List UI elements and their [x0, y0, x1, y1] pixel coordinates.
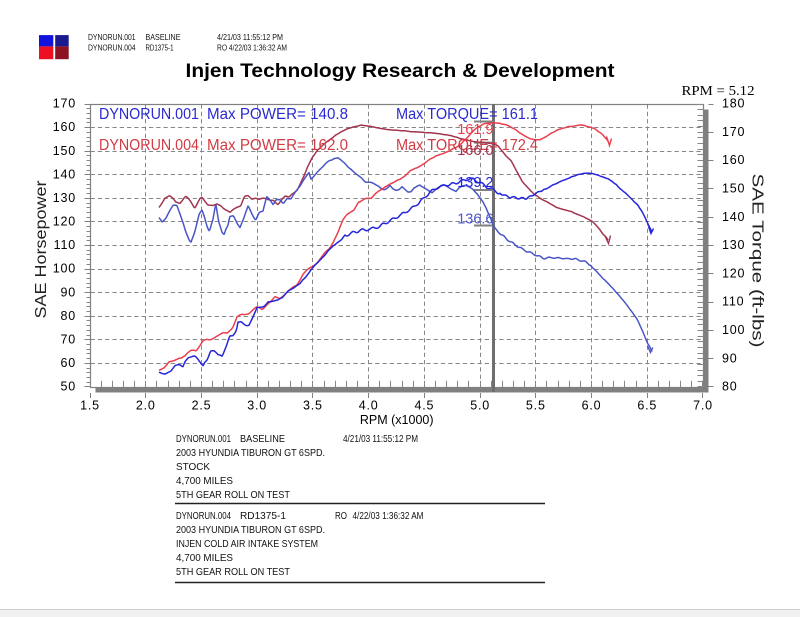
svg-text:150: 150: [722, 182, 745, 196]
svg-text:DYNORUN.004: DYNORUN.004: [99, 137, 199, 154]
svg-text:136.6: 136.6: [457, 211, 493, 227]
svg-text:Injen Technology Research & De: Injen Technology Research & Development: [186, 60, 616, 82]
svg-text:100: 100: [722, 323, 745, 337]
svg-text:4,700 MILES: 4,700 MILES: [176, 475, 233, 487]
svg-text:170: 170: [53, 97, 76, 111]
svg-text:2003 HYUNDIA TIBURON GT 6SPD.: 2003 HYUNDIA TIBURON GT 6SPD.: [176, 524, 325, 536]
svg-text:DYNORUN.001: DYNORUN.001: [99, 106, 199, 123]
svg-text:2.0: 2.0: [136, 399, 156, 413]
svg-text:160: 160: [722, 153, 745, 167]
svg-text:Max TORQUE= 172.4: Max TORQUE= 172.4: [396, 137, 538, 154]
svg-text:4,700 MILES: 4,700 MILES: [176, 552, 233, 564]
svg-text:120: 120: [53, 215, 76, 229]
svg-text:5TH GEAR ROLL ON TEST: 5TH GEAR ROLL ON TEST: [176, 566, 291, 578]
svg-text:166.0: 166.0: [457, 143, 493, 159]
svg-text:RD1375-1: RD1375-1: [146, 44, 174, 53]
svg-text:60: 60: [60, 356, 76, 370]
svg-text:90: 90: [722, 351, 738, 365]
svg-text:80: 80: [722, 380, 738, 394]
svg-text:BASELINE: BASELINE: [240, 433, 285, 445]
svg-text:4.5: 4.5: [414, 399, 434, 413]
svg-text:130: 130: [53, 191, 76, 205]
svg-text:4/21/03 11:55:12 PM: 4/21/03 11:55:12 PM: [217, 33, 283, 42]
svg-text:DYNORUN.001: DYNORUN.001: [88, 33, 136, 42]
svg-text:RD1375-1: RD1375-1: [240, 510, 286, 522]
svg-text:5.0: 5.0: [470, 399, 490, 413]
svg-text:50: 50: [60, 380, 76, 394]
svg-text:140: 140: [53, 167, 76, 181]
svg-text:140: 140: [722, 210, 745, 224]
svg-text:1.5: 1.5: [80, 399, 100, 413]
svg-text:4.0: 4.0: [359, 399, 379, 413]
svg-text:Max POWER= 140.8: Max POWER= 140.8: [207, 106, 348, 123]
svg-text:RO 4/22/03 1:36:32 AM: RO 4/22/03 1:36:32 AM: [217, 44, 287, 53]
svg-text:6.5: 6.5: [637, 399, 657, 413]
svg-text:70: 70: [60, 332, 76, 346]
svg-text:139.2: 139.2: [457, 175, 493, 191]
svg-text:6.0: 6.0: [582, 399, 602, 413]
svg-text:120: 120: [722, 266, 745, 280]
svg-text:RPM = 5.12: RPM = 5.12: [682, 84, 755, 99]
svg-text:4/21/03 11:55:12 PM: 4/21/03 11:55:12 PM: [343, 433, 418, 445]
svg-text:110: 110: [722, 295, 744, 309]
svg-text:INJEN COLD AIR INTAKE SYSTEM: INJEN COLD AIR INTAKE SYSTEM: [176, 538, 318, 550]
svg-text:RPM (x1000): RPM (x1000): [360, 413, 434, 427]
svg-text:5TH GEAR ROLL ON TEST: 5TH GEAR ROLL ON TEST: [176, 489, 291, 501]
svg-text:100: 100: [53, 262, 76, 276]
svg-text:160: 160: [53, 120, 76, 134]
svg-text:90: 90: [60, 285, 76, 299]
svg-text:BASELINE: BASELINE: [146, 33, 181, 42]
svg-text:DYNORUN.001: DYNORUN.001: [176, 433, 231, 445]
svg-text:7.0: 7.0: [693, 399, 713, 413]
svg-text:110: 110: [54, 238, 76, 252]
svg-text:SAE Torque (ft-lbs): SAE Torque (ft-lbs): [749, 174, 766, 348]
svg-text:5.5: 5.5: [526, 399, 546, 413]
svg-text:STOCK: STOCK: [176, 461, 210, 473]
svg-text:3.5: 3.5: [303, 399, 323, 413]
svg-text:2.5: 2.5: [192, 399, 212, 413]
svg-text:RO: RO: [335, 510, 347, 522]
svg-text:130: 130: [722, 238, 745, 252]
svg-text:2003 HYUNDIA TIBURON GT 6SPD.: 2003 HYUNDIA TIBURON GT 6SPD.: [176, 447, 325, 459]
svg-text:Max TORQUE= 161.1: Max TORQUE= 161.1: [396, 106, 538, 123]
svg-text:161.9: 161.9: [457, 122, 493, 138]
svg-text:DYNORUN.004: DYNORUN.004: [176, 510, 231, 522]
svg-text:150: 150: [53, 144, 76, 158]
svg-text:180: 180: [722, 97, 745, 111]
svg-text:4/22/03 1:36:32 AM: 4/22/03 1:36:32 AM: [353, 510, 424, 522]
svg-text:3.0: 3.0: [247, 399, 267, 413]
svg-text:Max POWER= 162.0: Max POWER= 162.0: [207, 137, 348, 154]
svg-text:SAE Horsepower: SAE Horsepower: [33, 181, 50, 319]
svg-text:170: 170: [722, 125, 745, 139]
svg-text:80: 80: [60, 309, 76, 323]
svg-text:DYNORUN.004: DYNORUN.004: [88, 44, 136, 53]
